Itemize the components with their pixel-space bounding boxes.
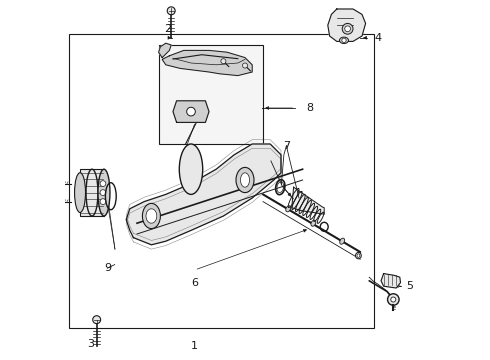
Bar — [69, 34, 373, 328]
Circle shape — [187, 107, 196, 116]
Ellipse shape — [74, 173, 85, 212]
Ellipse shape — [340, 37, 348, 44]
Circle shape — [391, 297, 396, 302]
Circle shape — [221, 59, 226, 64]
Text: 6: 6 — [191, 278, 198, 288]
Polygon shape — [292, 187, 324, 214]
Ellipse shape — [98, 169, 110, 216]
Circle shape — [56, 199, 61, 204]
Ellipse shape — [311, 220, 316, 226]
Text: 8: 8 — [306, 103, 314, 113]
Ellipse shape — [241, 173, 249, 187]
Polygon shape — [126, 144, 281, 245]
Circle shape — [243, 63, 247, 68]
Circle shape — [56, 181, 61, 186]
Ellipse shape — [143, 203, 160, 229]
Text: 1: 1 — [191, 341, 198, 351]
Circle shape — [100, 199, 106, 204]
Polygon shape — [381, 274, 400, 288]
Ellipse shape — [340, 238, 344, 244]
Circle shape — [342, 38, 346, 42]
Bar — [159, 45, 263, 144]
Text: 9: 9 — [104, 263, 111, 273]
Polygon shape — [328, 9, 366, 41]
Circle shape — [167, 7, 175, 15]
Text: 3: 3 — [87, 339, 95, 349]
Text: 4: 4 — [375, 33, 382, 43]
Polygon shape — [173, 101, 209, 122]
Circle shape — [388, 294, 399, 305]
Circle shape — [93, 316, 100, 324]
Circle shape — [100, 190, 106, 195]
Ellipse shape — [146, 209, 157, 223]
Polygon shape — [159, 43, 171, 58]
Circle shape — [345, 26, 350, 32]
Circle shape — [342, 23, 353, 34]
Ellipse shape — [357, 254, 360, 257]
Ellipse shape — [179, 144, 203, 194]
Text: 7: 7 — [283, 141, 290, 151]
Ellipse shape — [356, 252, 361, 259]
Text: 5: 5 — [406, 281, 414, 291]
Circle shape — [100, 181, 106, 186]
Text: 2: 2 — [164, 24, 171, 34]
Bar — [80, 169, 104, 216]
Ellipse shape — [86, 169, 98, 216]
Polygon shape — [162, 50, 252, 76]
Ellipse shape — [236, 167, 254, 193]
Ellipse shape — [286, 206, 291, 212]
